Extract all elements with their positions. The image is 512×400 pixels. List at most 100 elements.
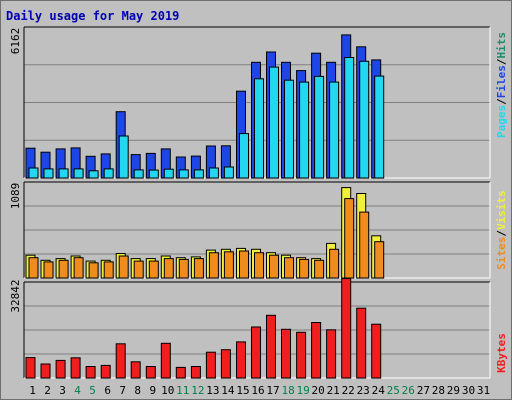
x-tick-label-22: 22 xyxy=(342,384,355,397)
x-tick-label-10: 10 xyxy=(161,384,174,397)
bar-files-day-16 xyxy=(254,78,264,179)
bar-kbytes-day-6 xyxy=(100,364,111,379)
bar-kbytes-day-2 xyxy=(40,363,51,379)
y-max-label: 6162 xyxy=(9,28,22,55)
bar-files-day-8 xyxy=(133,169,144,179)
x-tick-label-20: 20 xyxy=(311,384,324,397)
x-tick-label-11: 11 xyxy=(176,384,189,397)
bar-kbytes-day-14 xyxy=(220,349,231,379)
bar-sites-day-13 xyxy=(208,252,219,279)
bar-kbytes-day-8 xyxy=(130,361,141,379)
x-tick-label-29: 29 xyxy=(447,384,460,397)
bar-kbytes-day-15 xyxy=(236,341,246,379)
x-tick-label-24: 24 xyxy=(372,384,386,397)
bar-kbytes-day-12 xyxy=(190,366,201,379)
legend-files: Files xyxy=(495,65,508,98)
bar-files-day-21 xyxy=(329,81,340,179)
bar-sites-day-23 xyxy=(359,211,370,279)
x-tick-label-26: 26 xyxy=(402,384,415,397)
x-tick-label-31: 31 xyxy=(477,384,490,397)
bar-kbytes-day-19 xyxy=(296,331,307,379)
bar-files-day-18 xyxy=(284,79,294,179)
bar-sites-day-15 xyxy=(239,250,249,279)
bar-sites-day-21 xyxy=(329,248,340,279)
bar-kbytes-day-13 xyxy=(205,351,216,379)
bar-sites-day-24 xyxy=(374,241,385,279)
x-tick-label-6: 6 xyxy=(104,384,111,397)
bar-sites-day-22 xyxy=(344,198,355,279)
bar-files-day-12 xyxy=(193,169,204,179)
bar-kbytes-day-18 xyxy=(281,328,291,379)
bar-files-day-23 xyxy=(359,60,370,179)
bar-sites-day-18 xyxy=(284,257,294,279)
bar-files-day-9 xyxy=(148,169,159,179)
x-tick-label-13: 13 xyxy=(206,384,219,397)
bar-sites-day-2 xyxy=(43,261,54,279)
legend-sites: Sites xyxy=(495,237,508,270)
bar-files-day-1 xyxy=(28,167,39,179)
bar-files-day-19 xyxy=(299,81,310,179)
x-tick-label-1: 1 xyxy=(29,384,36,397)
bar-kbytes-day-3 xyxy=(55,359,66,379)
bar-kbytes-day-7 xyxy=(115,343,126,379)
side-legend-top: Pages/Files/Hits xyxy=(495,32,508,138)
bar-sites-day-14 xyxy=(223,251,234,279)
x-tick-label-30: 30 xyxy=(462,384,475,397)
bar-files-day-3 xyxy=(58,168,69,179)
bar-sites-day-17 xyxy=(269,254,279,279)
bar-files-day-15 xyxy=(239,133,249,179)
chart-title: Daily usage for May 2019 xyxy=(6,9,179,23)
x-tick-label-9: 9 xyxy=(149,384,156,397)
x-tick-label-15: 15 xyxy=(236,384,249,397)
bar-sites-day-20 xyxy=(314,259,325,279)
bar-files-day-10 xyxy=(163,168,174,179)
bar-kbytes-day-16 xyxy=(251,326,261,379)
side-legend-middle: Sites/Visits xyxy=(495,190,508,270)
x-tick-label-19: 19 xyxy=(296,384,309,397)
legend-visits: Visits xyxy=(495,190,508,230)
x-tick-label-18: 18 xyxy=(281,384,294,397)
bar-kbytes-day-22 xyxy=(341,278,352,379)
bar-files-day-17 xyxy=(269,66,279,179)
bar-kbytes-day-23 xyxy=(356,307,367,379)
bar-kbytes-day-24 xyxy=(371,323,382,379)
legend-pages: Pages xyxy=(495,105,508,138)
bar-files-day-20 xyxy=(314,75,325,179)
x-tick-label-21: 21 xyxy=(327,384,340,397)
bar-files-day-11 xyxy=(178,169,189,179)
bar-kbytes-day-20 xyxy=(311,322,322,379)
side-legend-bottom: KBytes xyxy=(495,333,508,373)
bar-sites-day-9 xyxy=(148,260,159,279)
legend-separator: / xyxy=(495,98,508,105)
bar-kbytes-day-5 xyxy=(85,366,96,379)
bar-sites-day-19 xyxy=(299,258,310,279)
bar-files-day-7 xyxy=(118,135,129,179)
bar-kbytes-day-17 xyxy=(266,314,276,379)
bar-sites-day-16 xyxy=(254,252,264,279)
bar-sites-day-10 xyxy=(163,258,174,279)
x-tick-label-25: 25 xyxy=(387,384,400,397)
bar-files-day-5 xyxy=(88,170,99,179)
x-tick-label-17: 17 xyxy=(266,384,279,397)
legend-hits: Hits xyxy=(495,32,508,59)
bar-sites-day-1 xyxy=(28,257,39,279)
y-max-label: 32842 xyxy=(9,279,22,312)
bar-sites-day-5 xyxy=(88,262,99,279)
legend-kbytes: KBytes xyxy=(495,333,508,373)
bar-sites-day-8 xyxy=(133,260,144,279)
y-max-label: 1089 xyxy=(9,183,22,210)
bar-sites-day-12 xyxy=(193,258,204,279)
bar-sites-day-3 xyxy=(58,259,69,279)
x-tick-label-3: 3 xyxy=(59,384,66,397)
bar-files-day-22 xyxy=(344,57,355,179)
bar-files-day-14 xyxy=(223,166,234,179)
x-tick-label-28: 28 xyxy=(432,384,445,397)
x-tick-label-12: 12 xyxy=(191,384,204,397)
x-tick-label-7: 7 xyxy=(119,384,126,397)
bar-kbytes-day-21 xyxy=(326,329,337,379)
x-tick-label-16: 16 xyxy=(251,384,264,397)
bar-kbytes-day-9 xyxy=(145,366,156,379)
bar-sites-day-7 xyxy=(118,255,129,279)
